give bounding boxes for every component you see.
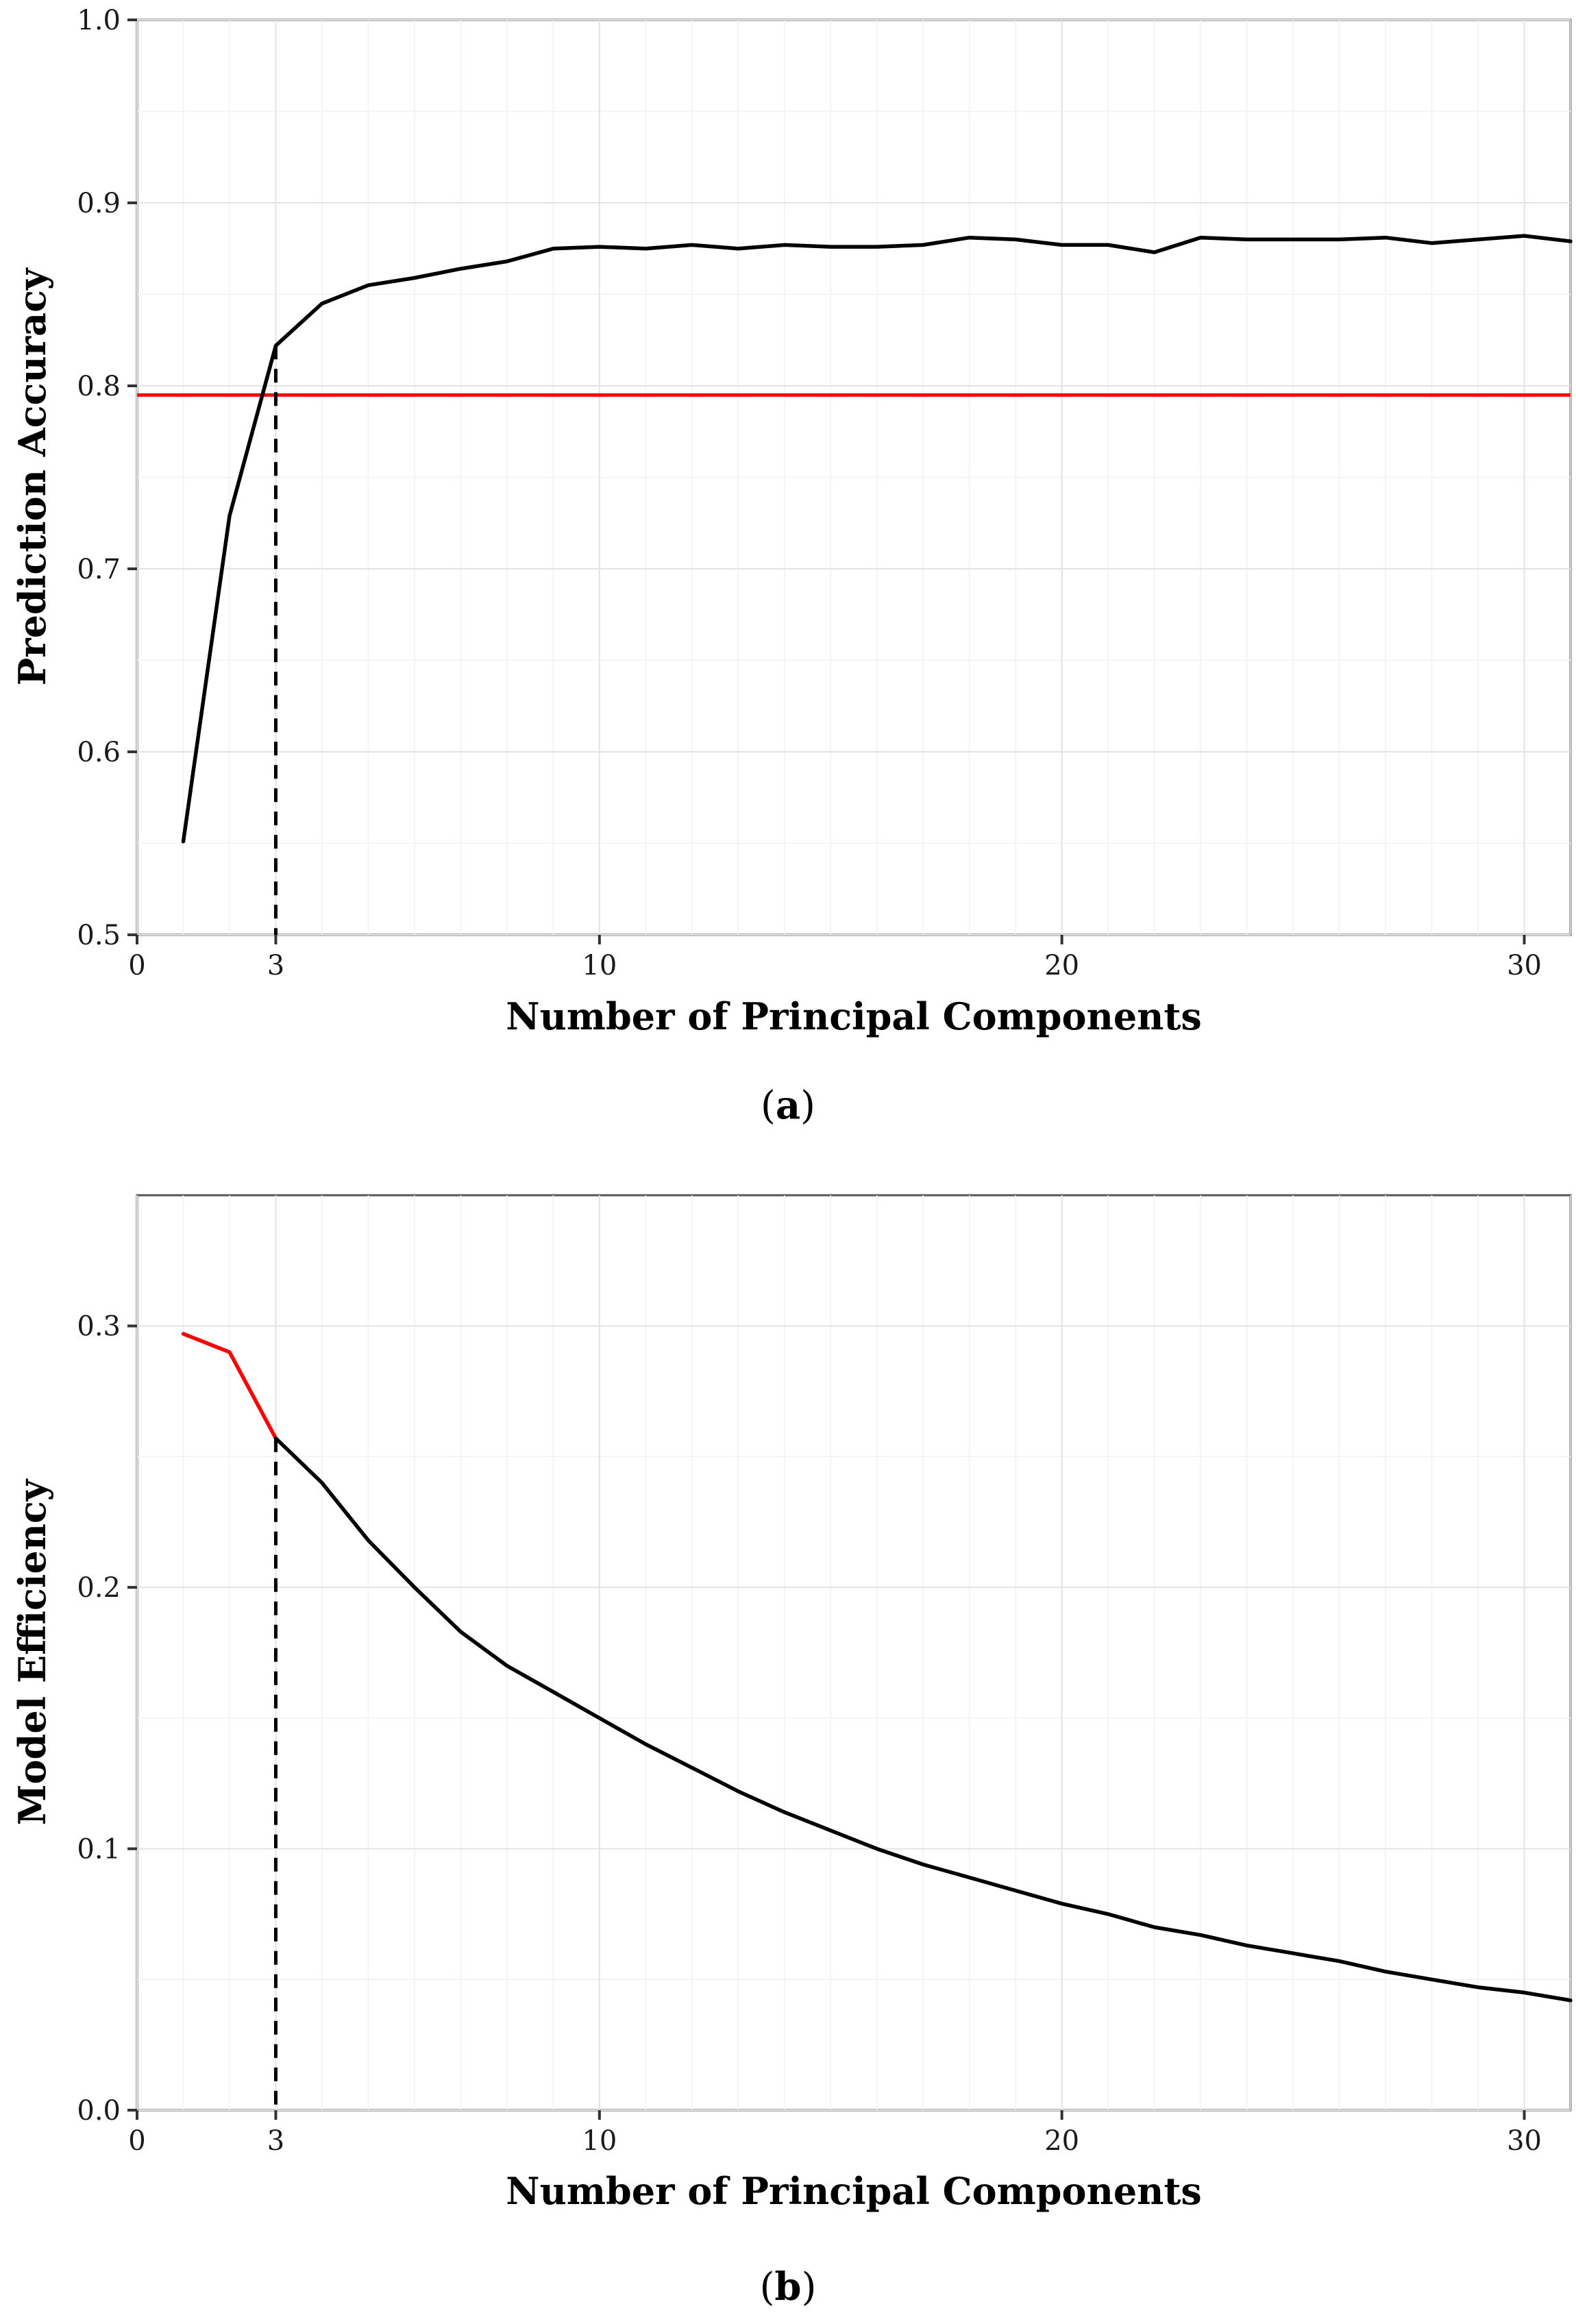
panel-a: 0 3 10 20 30 0.5 0.6 0.7 0.8 0.9 1.0 Number of Pr… bbox=[10, 5, 1573, 1128]
series-lines bbox=[181, 234, 1573, 844]
grid-minor bbox=[137, 1195, 1571, 2110]
x-axis-title: Number of Principal Components bbox=[506, 2169, 1202, 2213]
x-tick-label: 10 bbox=[582, 2125, 617, 2157]
x-axis-title: Number of Principal Components bbox=[506, 994, 1202, 1038]
x-tick-label: 10 bbox=[582, 950, 617, 981]
x-tick-label: 30 bbox=[1507, 2125, 1542, 2157]
y-axis-ticks: 0.0 0.1 0.2 0.3 bbox=[77, 1311, 137, 2127]
x-tick-label: 30 bbox=[1507, 950, 1542, 981]
panel-label-b: b bbox=[774, 2264, 801, 2310]
y-tick-label: 0.7 bbox=[77, 554, 121, 585]
y-tick-label: 0.0 bbox=[77, 2095, 121, 2127]
x-tick-label: 20 bbox=[1044, 950, 1079, 981]
series-line-efficiency-initial bbox=[181, 1332, 278, 1441]
panel-caption-a: (a) bbox=[761, 1083, 815, 1128]
reference-lines bbox=[137, 345, 1571, 935]
series-lines bbox=[181, 1332, 1573, 2003]
x-tick-label: 3 bbox=[267, 2125, 284, 2157]
x-tick-label: 3 bbox=[267, 950, 284, 981]
grid-major bbox=[136, 1195, 1571, 2111]
panel-caption-b: (b) bbox=[760, 2264, 817, 2310]
y-tick-label: 1.0 bbox=[77, 5, 121, 36]
series-line-accuracy bbox=[181, 234, 1573, 844]
y-tick-label: 0.1 bbox=[77, 1834, 121, 1866]
y-axis-title: Model Efficiency bbox=[10, 1478, 54, 1825]
y-tick-label: 0.9 bbox=[77, 188, 121, 219]
panel-label-a: a bbox=[776, 1083, 800, 1128]
grid-major bbox=[136, 19, 1571, 935]
y-tick-label: 0.6 bbox=[77, 737, 121, 768]
x-tick-label: 0 bbox=[128, 950, 145, 981]
y-axis-ticks: 0.5 0.6 0.7 0.8 0.9 1.0 bbox=[77, 5, 137, 951]
x-axis-ticks: 0 3 10 20 30 bbox=[128, 935, 1542, 981]
plot-background bbox=[136, 1194, 1572, 2112]
y-tick-label: 0.5 bbox=[77, 920, 121, 951]
x-axis-ticks: 0 3 10 20 30 bbox=[128, 2110, 1542, 2157]
x-tick-label: 20 bbox=[1044, 2125, 1079, 2157]
series-line-efficiency bbox=[273, 1436, 1573, 2003]
y-tick-label: 0.2 bbox=[77, 1572, 121, 1604]
panel-b: 0 3 10 20 30 0.0 0.1 0.2 0.3 Number of Principa… bbox=[10, 1194, 1573, 2310]
y-axis-title: Prediction Accuracy bbox=[10, 267, 54, 685]
y-tick-label: 0.8 bbox=[77, 371, 121, 402]
x-tick-label: 0 bbox=[128, 2125, 145, 2157]
y-tick-label: 0.3 bbox=[77, 1311, 121, 1343]
grid-minor bbox=[137, 20, 1571, 935]
